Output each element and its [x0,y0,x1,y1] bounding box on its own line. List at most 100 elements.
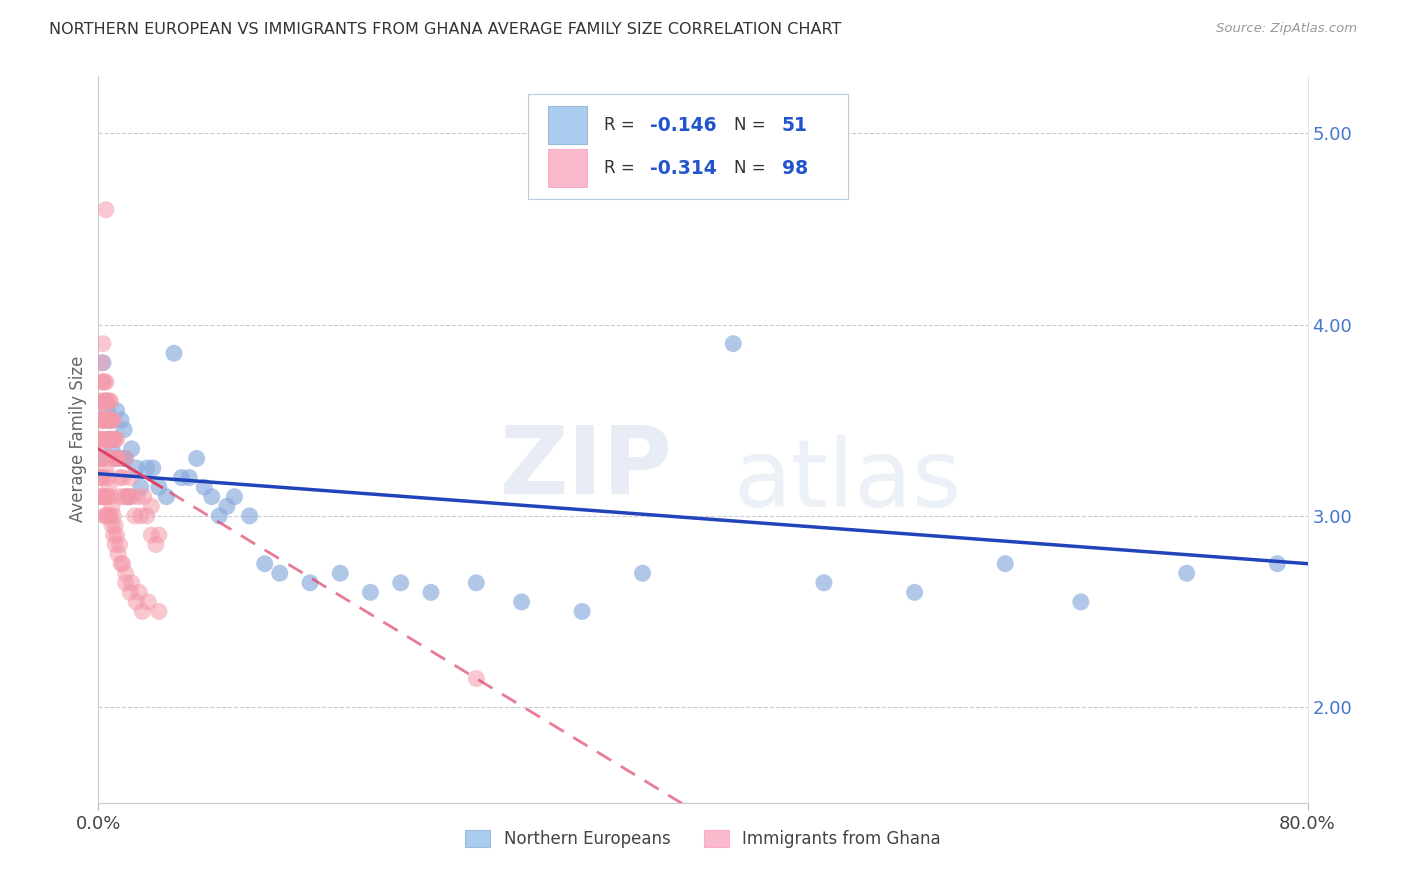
Point [118,490,141,504]
Point [89,394,111,409]
Point [100,508,122,523]
Point [94,375,117,389]
Point [101,413,124,427]
Point [90,490,112,504]
Point [145,537,167,551]
Point [904,585,927,599]
Point [193,480,215,494]
Point [121,490,143,504]
Point [128,585,150,599]
Point [94,461,117,475]
Point [239,508,262,523]
Text: 98: 98 [782,159,807,178]
Point [98,508,121,523]
Point [103,508,125,523]
Point [110,557,132,571]
Point [510,595,533,609]
Point [132,490,155,504]
Point [269,566,291,581]
Point [91,490,114,504]
Point [90,413,112,427]
Point [129,480,152,494]
Point [360,585,382,599]
Point [105,403,128,417]
Point [100,433,122,447]
Point [115,490,138,504]
Point [111,451,134,466]
Point [96,470,118,484]
Point [571,605,593,619]
Point [118,490,141,504]
Point [104,537,127,551]
Point [94,202,117,217]
Point [91,470,114,484]
Point [96,403,118,417]
Point [98,394,121,409]
Point [91,442,114,456]
Point [114,451,136,466]
Point [91,375,114,389]
Point [93,394,115,409]
Legend: Northern Europeans, Immigrants from Ghana: Northern Europeans, Immigrants from Ghan… [457,822,949,856]
Point [89,433,111,447]
Point [1070,595,1092,609]
Point [104,433,127,447]
Point [110,413,132,427]
Point [89,451,111,466]
Point [104,518,127,533]
Point [107,547,129,561]
Point [93,413,115,427]
Point [420,585,443,599]
Point [93,508,115,523]
Point [465,575,488,590]
Point [91,394,114,409]
Point [89,413,111,427]
Point [179,470,201,484]
Point [112,490,135,504]
Point [136,595,159,609]
Point [1175,566,1198,581]
Point [114,566,136,581]
Point [91,336,114,351]
Point [94,394,117,409]
Point [98,480,121,494]
Point [90,403,112,417]
Point [89,470,111,484]
Point [110,490,132,504]
Point [100,413,122,427]
Point [105,528,128,542]
Point [96,490,118,504]
Point [107,451,129,466]
Point [108,470,131,484]
Text: N =: N = [734,116,772,134]
Point [94,508,117,523]
Point [120,585,142,599]
Point [114,451,136,466]
Point [631,566,654,581]
Point [96,413,118,427]
Point [208,508,231,523]
Point [93,375,115,389]
Point [148,528,170,542]
Point [329,566,352,581]
Point [93,490,115,504]
Point [124,508,146,523]
Point [90,356,112,370]
Text: -0.314: -0.314 [650,159,717,178]
Point [101,518,124,533]
Point [114,575,136,590]
Text: NORTHERN EUROPEAN VS IMMIGRANTS FROM GHANA AVERAGE FAMILY SIZE CORRELATION CHART: NORTHERN EUROPEAN VS IMMIGRANTS FROM GHA… [49,22,842,37]
Point [89,490,111,504]
Point [994,557,1017,571]
Text: R =: R = [603,116,640,134]
Text: Source: ZipAtlas.com: Source: ZipAtlas.com [1216,22,1357,36]
Point [201,490,224,504]
Point [101,451,124,466]
Point [98,433,121,447]
Point [96,394,118,409]
Point [101,500,124,514]
Point [224,490,246,504]
Point [131,605,153,619]
Point [389,575,412,590]
Point [100,413,122,427]
